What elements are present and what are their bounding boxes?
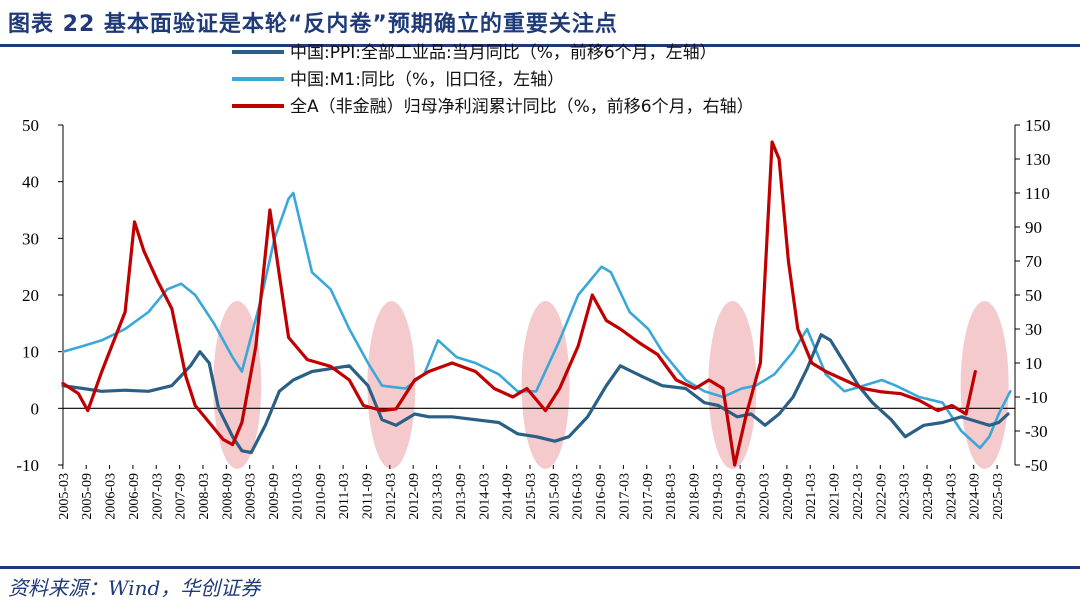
x-tick-label: 2010-09 [314, 473, 329, 520]
x-tick-label: 2023-09 [921, 473, 936, 520]
x-tick-label: 2012-09 [407, 473, 422, 520]
x-tick-label: 2012-03 [384, 473, 399, 520]
x-tick-label: 2024-03 [944, 473, 959, 520]
left-tick-label: 10 [22, 343, 39, 362]
x-tick-label: 2015-03 [524, 473, 539, 520]
source-note: 资料来源：Wind，华创证券 [8, 576, 261, 600]
x-tick-label: 2016-03 [571, 473, 586, 520]
x-tick-label: 2019-03 [711, 473, 726, 520]
left-tick-label: 30 [22, 229, 39, 248]
x-tick-label: 2009-09 [267, 473, 282, 520]
right-tick-label: 70 [1025, 252, 1042, 271]
x-tick-label: 2013-03 [431, 473, 446, 520]
x-tick-label: 2021-09 [828, 473, 843, 520]
x-tick-label: 2013-09 [454, 473, 469, 520]
x-tick-label: 2008-03 [197, 473, 212, 520]
left-tick-label: 0 [31, 399, 40, 418]
x-tick-label: 2018-09 [687, 473, 702, 520]
x-tick-label: 2020-03 [758, 473, 773, 520]
legend-label-1: 中国:PPI:全部工业品:当月同比（%，前移6个月，左轴） [290, 43, 717, 63]
x-tick-label: 2023-03 [898, 473, 913, 520]
x-tick-label: 2010-03 [290, 473, 305, 520]
series-line-2 [61, 191, 1012, 450]
x-tick-label: 2015-09 [547, 473, 562, 520]
x-tick-label: 2005-09 [80, 473, 95, 520]
highlight-ellipse-2 [367, 301, 416, 469]
footer-rule [0, 566, 1080, 569]
x-tick-label: 2006-09 [127, 473, 142, 520]
legend-label-2: 中国:M1:同比（%，旧口径，左轴） [290, 70, 564, 90]
figure-title: 图表 22 基本面验证是本轮“反内卷”预期确立的重要关注点 [8, 12, 618, 37]
x-tick-label: 2008-09 [220, 473, 235, 520]
left-tick-label: 50 [22, 116, 39, 135]
x-tick-label: 2011-09 [360, 473, 375, 519]
x-tick-label: 2020-09 [781, 473, 796, 520]
x-tick-label: 2014-03 [477, 473, 492, 520]
x-tick-label: 2017-03 [617, 473, 632, 520]
x-tick-label: 2014-09 [501, 473, 516, 520]
figure-header: 图表 22 基本面验证是本轮“反内卷”预期确立的重要关注点 [0, 0, 1080, 46]
highlight-ellipse-5 [960, 301, 1009, 469]
x-tick-label: 2011-03 [337, 473, 352, 519]
right-tick-label: 30 [1025, 320, 1042, 339]
right-tick-label: 90 [1025, 218, 1042, 237]
x-tick-label: 2016-09 [594, 473, 609, 520]
x-tick-label: 2025-03 [991, 473, 1006, 520]
right-tick-label: -30 [1025, 422, 1048, 441]
x-tick-label: 2005-03 [57, 473, 72, 520]
right-tick-label: 110 [1025, 184, 1050, 203]
x-tick-label: 2024-09 [968, 473, 983, 520]
right-tick-label: -50 [1025, 456, 1048, 475]
x-tick-label: 2009-03 [244, 473, 259, 520]
header-rule [0, 44, 1080, 47]
x-tick-label: 2007-03 [150, 473, 165, 520]
legend-label-3: 全A（非金融）归母净利润累计同比（%，前移6个月，右轴） [290, 97, 754, 117]
left-tick-label: 20 [22, 286, 39, 305]
right-tick-label: -10 [1025, 388, 1048, 407]
right-tick-label: 130 [1025, 150, 1051, 169]
right-tick-label: 10 [1025, 354, 1042, 373]
x-tick-label: 2017-09 [641, 473, 656, 520]
left-tick-label: -10 [16, 456, 39, 475]
x-tick-label: 2022-09 [874, 473, 889, 520]
left-tick-label: 40 [22, 173, 39, 192]
right-tick-label: 150 [1025, 116, 1051, 135]
x-tick-label: 2006-03 [104, 473, 119, 520]
x-tick-label: 2019-09 [734, 473, 749, 520]
series-line-1 [61, 333, 1010, 455]
x-tick-label: 2007-09 [174, 473, 189, 520]
series-line-3 [61, 140, 977, 467]
x-tick-label: 2018-03 [664, 473, 679, 520]
x-tick-label: 2021-03 [804, 473, 819, 520]
x-tick-label: 2022-03 [851, 473, 866, 520]
right-tick-label: 50 [1025, 286, 1042, 305]
